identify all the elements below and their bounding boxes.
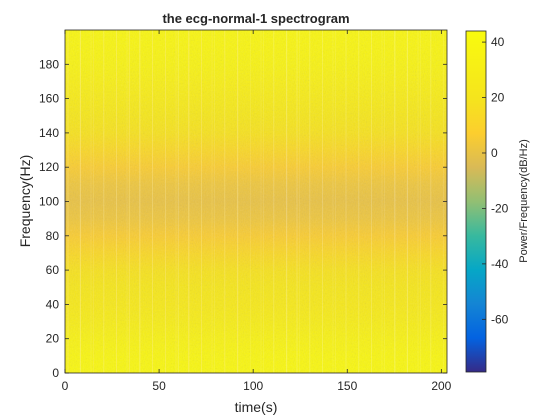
y-tick-label: 40 xyxy=(46,297,60,311)
colorbar-tick-label: 40 xyxy=(491,35,505,49)
colorbar-tick-label: 0 xyxy=(491,146,498,160)
colorbar: 40 20 0 -20 -40 -60 Power/Frequency(dB/Hz) xyxy=(465,30,530,373)
colorbar-tick-label: -40 xyxy=(491,257,509,271)
plot-area xyxy=(64,29,448,374)
y-tick-label: 120 xyxy=(39,160,59,174)
y-axis-label: Frequency(Hz) xyxy=(17,155,33,248)
x-tick-label: 0 xyxy=(62,379,69,393)
y-tick-label: 180 xyxy=(39,57,59,71)
x-tick-label: 150 xyxy=(337,379,357,393)
chart-title: the ecg-normal-1 spectrogram xyxy=(162,11,349,26)
x-tick-label: 100 xyxy=(243,379,263,393)
y-tick-label: 100 xyxy=(39,195,59,209)
y-tick-label: 20 xyxy=(46,332,60,346)
y-tick-label: 80 xyxy=(46,229,60,243)
y-tick-label: 60 xyxy=(46,263,60,277)
y-tick-label: 160 xyxy=(39,92,59,106)
y-tick-label: 140 xyxy=(39,126,59,140)
colorbar-ticks: 40 20 0 -20 -40 -60 xyxy=(482,35,509,326)
y-tick-label: 0 xyxy=(52,366,59,380)
colorbar-label: Power/Frequency(dB/Hz) xyxy=(518,139,530,263)
spectrogram-noise-texture xyxy=(65,30,447,373)
time-stripes xyxy=(67,30,445,373)
colorbar-scale xyxy=(465,30,487,373)
x-tick-label: 200 xyxy=(431,379,451,393)
colorbar-tick-label: -60 xyxy=(491,312,509,326)
y-axis-ticks: 0 20 40 60 80 100 120 140 160 180 xyxy=(39,57,447,380)
colorbar-tick-label: 20 xyxy=(491,91,505,105)
colorbar-tick-label: -20 xyxy=(491,201,509,215)
x-axis-label: time(s) xyxy=(235,399,278,415)
x-tick-label: 50 xyxy=(152,379,166,393)
x-axis-ticks: 0 50 100 150 200 xyxy=(62,30,452,393)
